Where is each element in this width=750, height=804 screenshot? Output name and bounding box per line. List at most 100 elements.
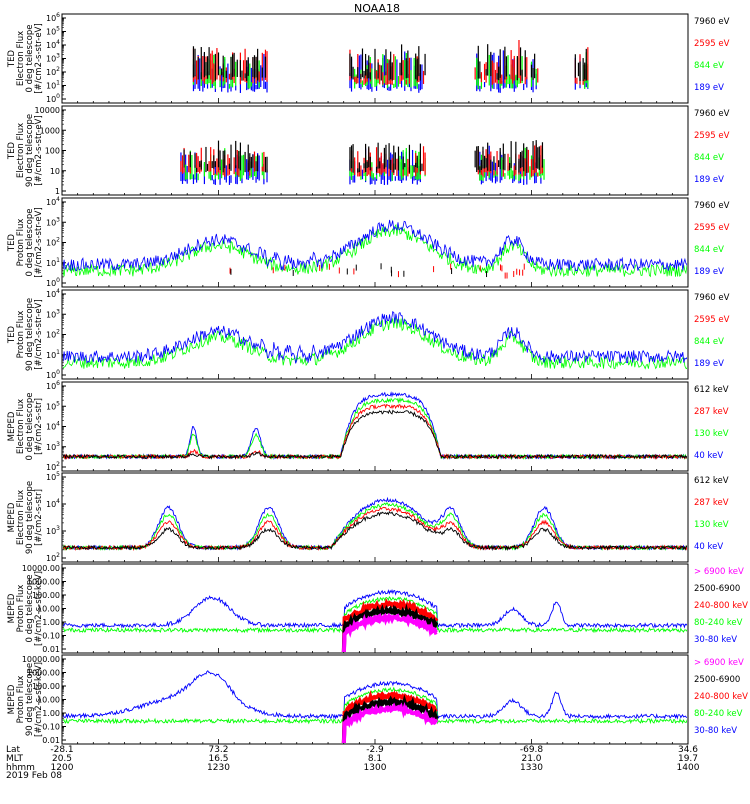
panel-5: MEPED Electron Flux 0 deg telescope [#/cm2-… xyxy=(7,380,729,472)
y-axis-label-line: Electron Flux xyxy=(16,399,26,454)
y-tick-label: 105 xyxy=(46,26,60,37)
series-line xyxy=(63,595,687,634)
legend-entry: 80-240 keV xyxy=(694,618,743,628)
legend-entry: 612 keV xyxy=(694,476,729,486)
y-tick-label: 105 xyxy=(46,400,60,411)
legend-entry: 80-240 keV xyxy=(694,709,743,719)
legend-entry: 844 eV xyxy=(694,245,724,255)
y-axis-label-line: Proton Flux xyxy=(16,219,26,267)
y-axis-label-line: TED xyxy=(7,49,17,68)
series-line xyxy=(63,219,687,272)
y-axis-label-line: TED xyxy=(7,233,17,252)
footer-value: 19.7 xyxy=(678,754,698,764)
y-axis-label-line: 0 deg telescope xyxy=(25,393,35,461)
y-axis-label-line: Electron Flux xyxy=(16,31,26,86)
y-tick-label: 0.01 xyxy=(42,645,60,654)
y-tick-label: 106 xyxy=(46,380,60,391)
footer-value: 1400 xyxy=(677,763,700,773)
data-traces xyxy=(63,496,687,552)
y-tick-label: 1000.00 xyxy=(27,669,60,678)
legend-entry: 844 eV xyxy=(694,337,724,347)
y-tick-label: 103 xyxy=(46,53,60,64)
y-tick-label: 100.00 xyxy=(32,682,60,691)
y-tick-label: 103 xyxy=(46,441,60,452)
y-axis-label-line: [#/cm2-s-str-keV] xyxy=(34,571,44,646)
y-tick-label: 10.00 xyxy=(37,605,60,614)
legend-entry: 287 keV xyxy=(694,498,729,508)
y-tick-label: 0.01 xyxy=(42,736,60,745)
y-axis-label-line: Proton Flux xyxy=(16,311,26,359)
y-tick-label: 100.00 xyxy=(32,591,60,600)
panel-2: TED Electron Flux 90 deg telescope [#/cm2-s… xyxy=(7,105,730,196)
y-tick-label: 10000.00 xyxy=(22,655,60,664)
series-line xyxy=(63,223,687,278)
data-traces xyxy=(63,310,687,370)
y-tick-label: 101 xyxy=(46,257,60,268)
panel-7: MEPED Proton Flux 0 deg telescope [#/cm2-s-… xyxy=(7,563,748,654)
series-line xyxy=(63,502,687,551)
y-tick-label: 104 xyxy=(46,498,60,509)
legend-entry: 189 eV xyxy=(694,83,724,93)
series-line xyxy=(63,589,687,629)
series-line xyxy=(63,510,687,552)
footer-value: -69.8 xyxy=(520,745,544,755)
series-line xyxy=(63,409,687,461)
y-tick-label: 1 xyxy=(55,187,60,196)
y-axis-label-line: [#/cm2-s-str] xyxy=(34,398,44,455)
y-axis-label-line: 0 deg telescope xyxy=(25,25,35,93)
footer-row-label: MLT xyxy=(6,754,24,764)
panel-3: TED Proton Flux 0 deg telescope [#/cm2-s-st… xyxy=(7,196,730,288)
footer-value: -2.9 xyxy=(366,745,384,755)
y-tick-label: 103 xyxy=(46,525,60,536)
y-tick-label: 10 xyxy=(50,167,60,176)
legend-entry: 612 keV xyxy=(694,385,729,395)
footer-value: 1200 xyxy=(51,763,74,773)
y-tick-label: 102 xyxy=(46,66,60,77)
y-axis-label-line: MEPED xyxy=(7,411,17,441)
y-axis-label-line: Proton Flux xyxy=(16,585,26,633)
y-axis-label-line: Electron Flux xyxy=(16,123,26,178)
legend-entry: 7960 eV xyxy=(694,17,730,27)
y-tick-label: 102 xyxy=(46,237,60,248)
y-tick-label: 101 xyxy=(46,80,60,91)
series-line xyxy=(63,310,687,364)
y-tick-label: 102 xyxy=(46,461,60,472)
panels: TED Electron Flux 0 deg telescope [#/cm2-s-… xyxy=(7,12,748,745)
series-line xyxy=(63,670,687,720)
footer-row-label: hhmm xyxy=(6,763,35,773)
y-tick-label: 0.10 xyxy=(42,632,60,641)
data-traces xyxy=(63,219,687,279)
y-tick-label: 102 xyxy=(46,552,60,563)
y-axis-label-line: [#/cm2-s-str-eV] xyxy=(34,207,44,277)
legend-entry: 7960 eV xyxy=(694,293,730,303)
y-tick-label: 104 xyxy=(46,39,60,50)
y-axis-label-line: Proton Flux xyxy=(16,676,26,724)
legend-entry: > 6900 keV xyxy=(694,658,744,668)
legend-entry: 189 eV xyxy=(694,267,724,277)
y-tick-label: 10000.00 xyxy=(22,564,60,573)
plot-title: NOAA18 xyxy=(354,2,400,15)
y-tick-label: 0.10 xyxy=(42,723,60,732)
y-axis-label-line: [#/cm2-s-str-eV] xyxy=(34,115,44,185)
y-tick-label: 100 xyxy=(45,147,60,156)
y-tick-label: 10000 xyxy=(35,106,60,115)
y-tick-label: 101 xyxy=(46,349,60,360)
legend-entry: 240-800 keV xyxy=(694,601,748,611)
legend-entry: 2595 eV xyxy=(694,131,730,141)
y-tick-label: 104 xyxy=(46,288,60,299)
y-axis-label-line: 90 deg telescope xyxy=(25,663,35,736)
y-axis-label-line: MEPED xyxy=(7,684,17,714)
y-tick-label: 103 xyxy=(46,308,60,319)
y-axis-label-line: Electron Flux xyxy=(16,490,26,545)
legend-entry: 2595 eV xyxy=(694,39,730,49)
y-tick-label: 1000 xyxy=(40,126,60,135)
data-traces xyxy=(63,391,687,461)
y-tick-label: 102 xyxy=(46,329,60,340)
panel-frame xyxy=(61,197,689,288)
series-line xyxy=(63,317,687,370)
series-line xyxy=(63,506,687,552)
legend-entry: 189 eV xyxy=(694,359,724,369)
series-line xyxy=(63,397,687,461)
y-tick-label: 106 xyxy=(46,12,60,23)
